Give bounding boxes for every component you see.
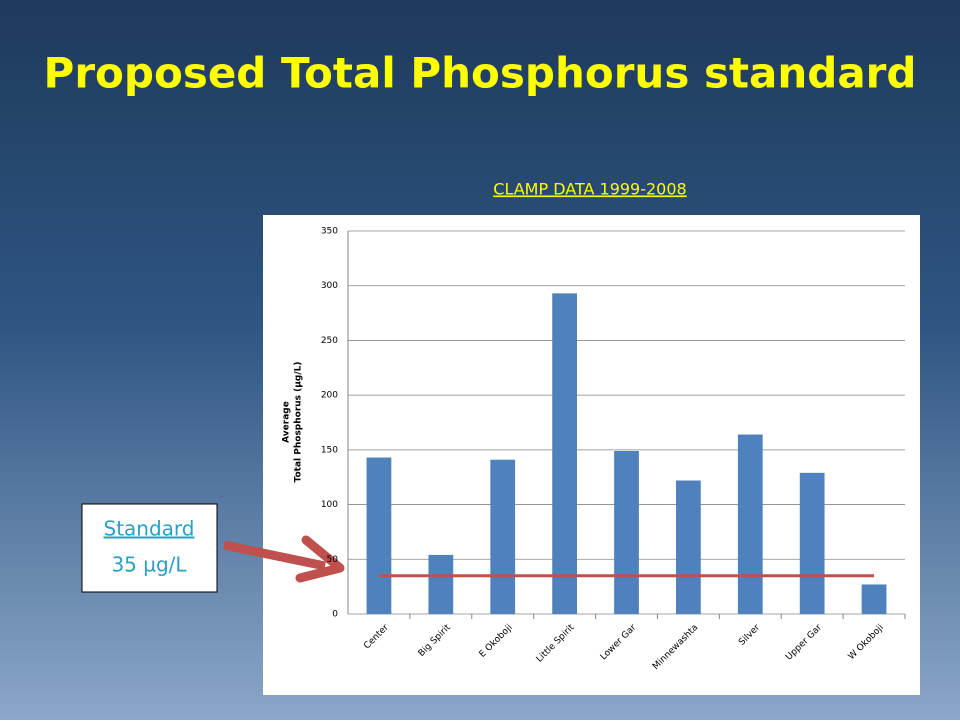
y-tick-label: 100 <box>321 500 338 510</box>
standard-label: Standard <box>104 517 195 541</box>
arrow <box>223 535 345 583</box>
y-axis-title: Average Total Phosphorus (µg/L) <box>282 362 304 483</box>
bar <box>490 459 516 614</box>
y-tick-label: 50 <box>327 555 339 565</box>
chart-subtitle: CLAMP DATA 1999-2008 <box>493 180 686 199</box>
y-tick-label: 0 <box>332 610 338 620</box>
standard-box <box>81 503 218 593</box>
bar <box>366 457 392 614</box>
y-tick-label: 250 <box>321 336 338 346</box>
y-axis-title-line: Average <box>282 401 292 443</box>
y-tick-label: 200 <box>321 391 338 401</box>
bar <box>428 554 454 614</box>
bar <box>799 472 825 614</box>
y-axis-title-line: Total Phosphorus (µg/L) <box>294 362 304 483</box>
slide-title: Proposed Total Phosphorus standard <box>44 49 917 98</box>
standard-value-label: 35 µg/L <box>111 553 187 577</box>
bar <box>614 450 639 614</box>
bar <box>861 584 887 614</box>
bar <box>676 480 701 614</box>
bar <box>552 293 577 614</box>
y-tick-label: 150 <box>321 445 338 455</box>
bar <box>737 434 763 614</box>
chart-panel <box>263 215 920 695</box>
y-tick-label: 300 <box>321 281 338 291</box>
y-tick-label: 350 <box>321 227 338 237</box>
